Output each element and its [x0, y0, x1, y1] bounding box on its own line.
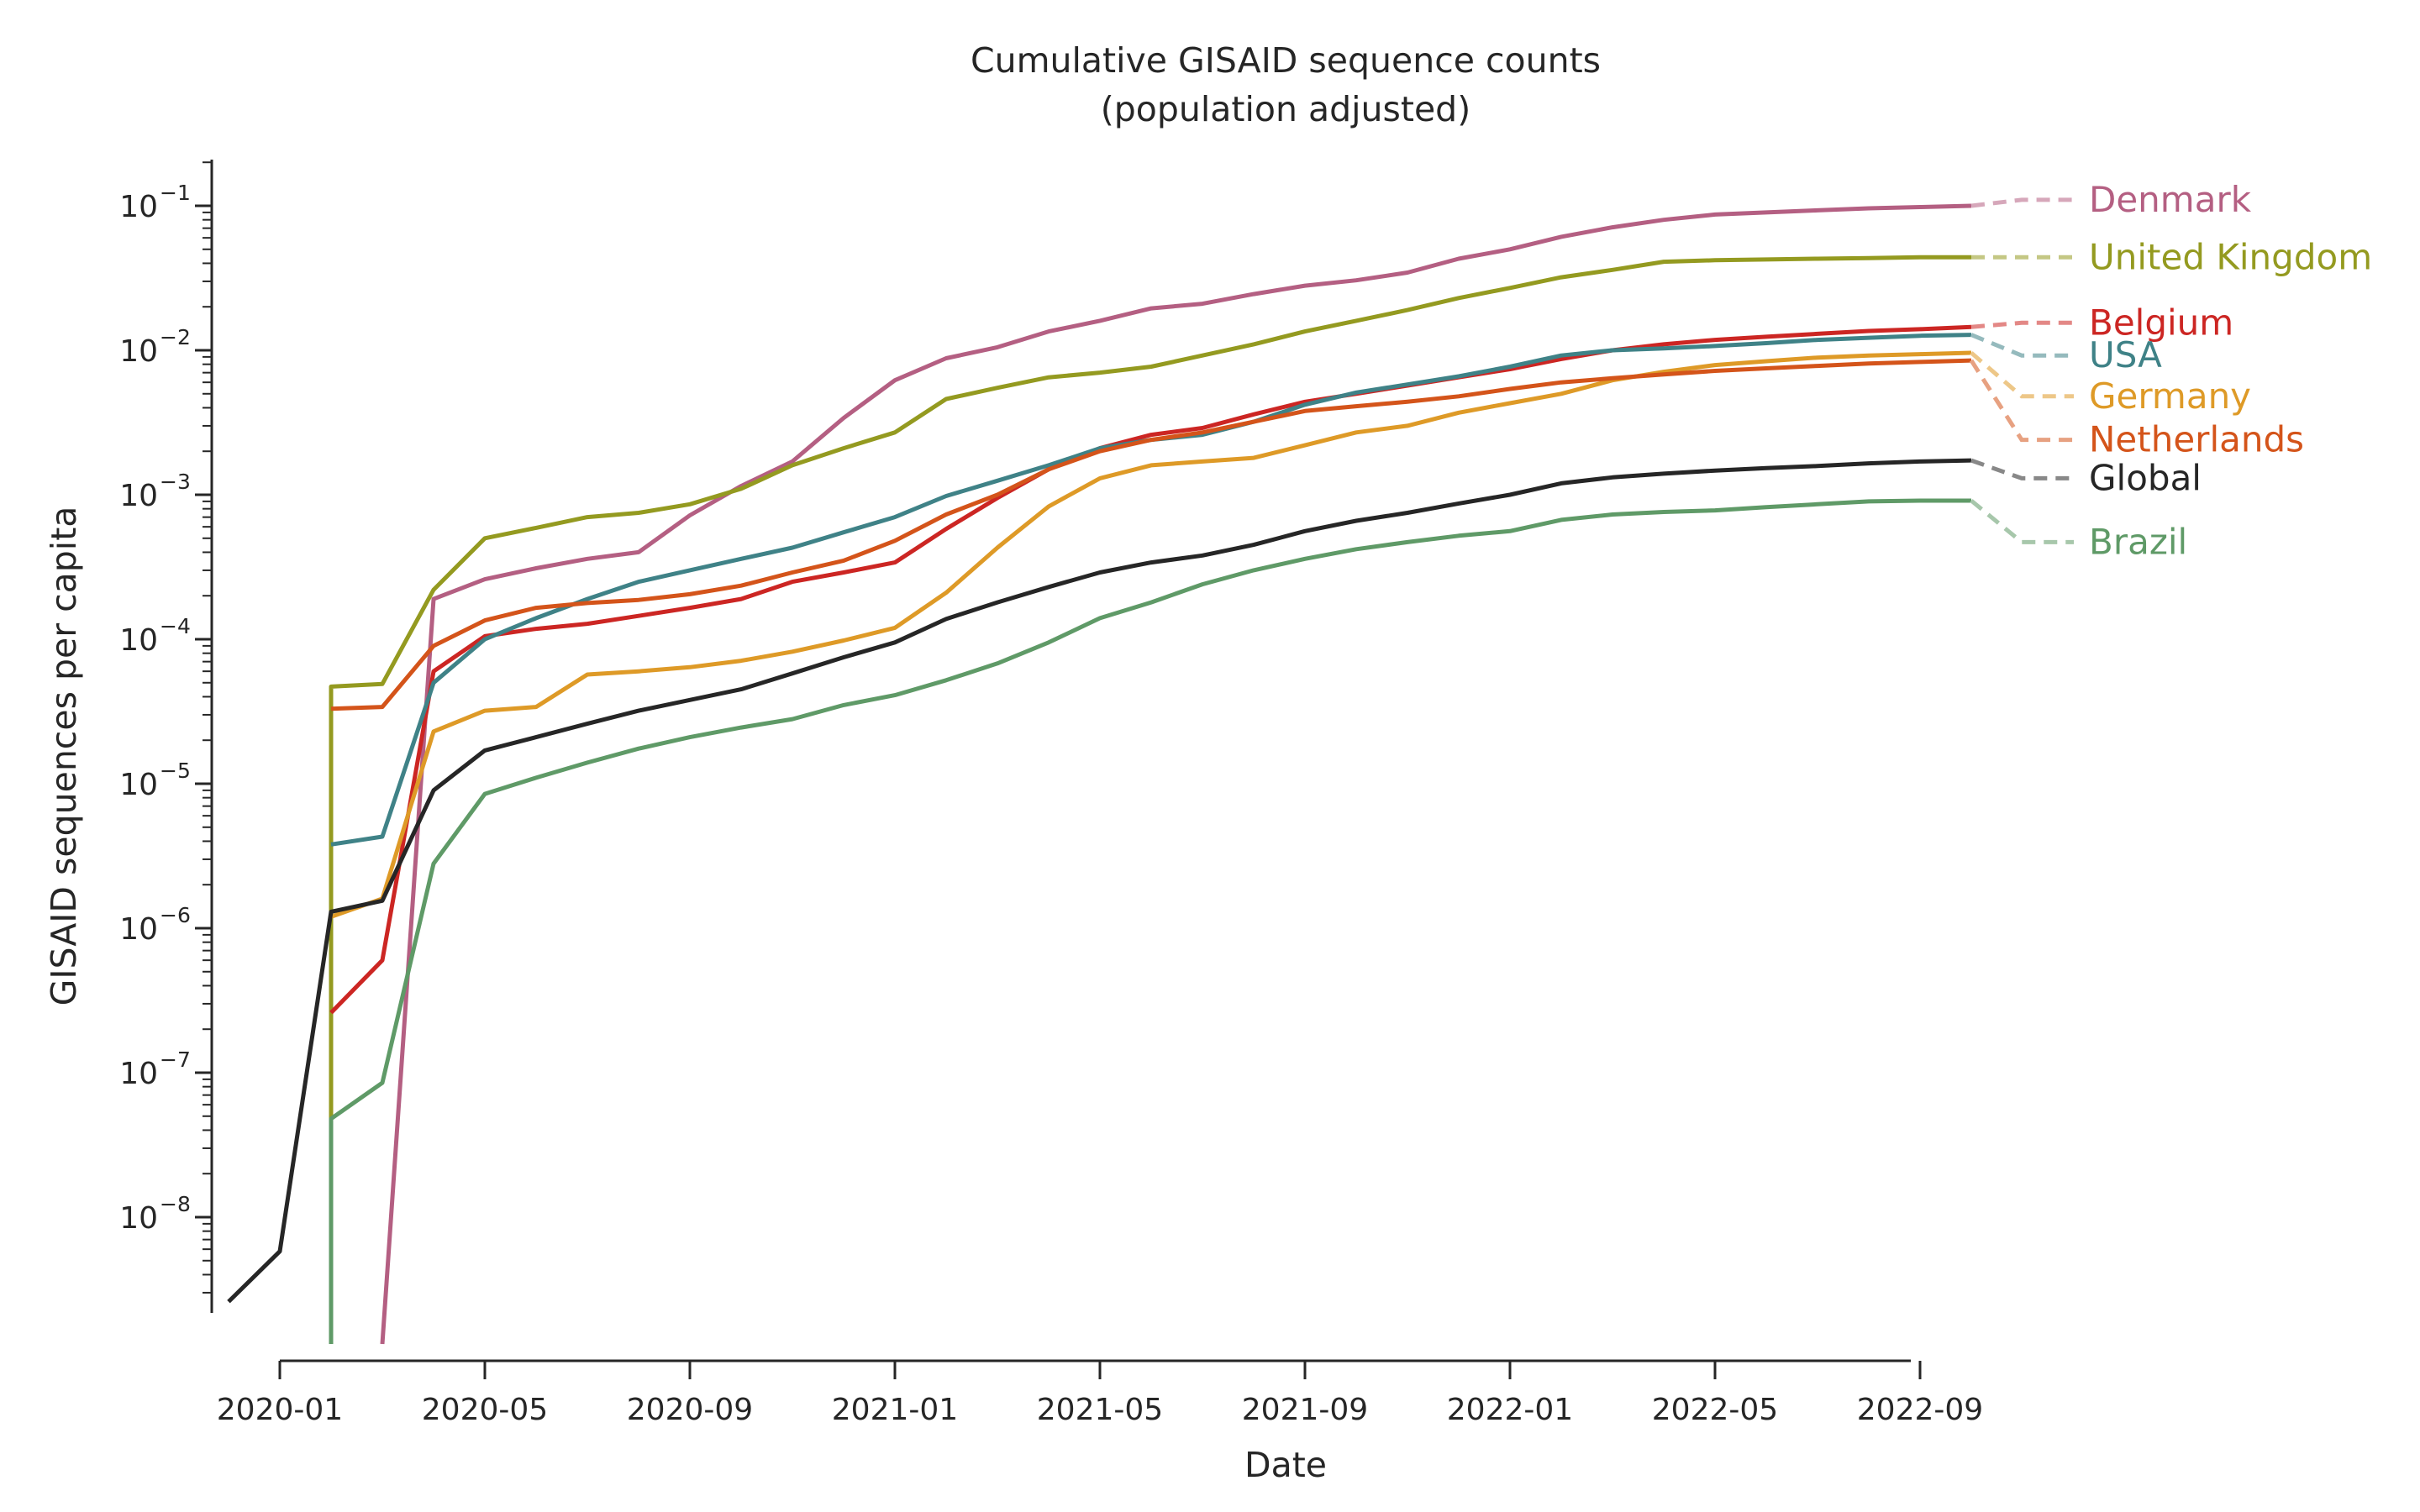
series-line: [329, 324, 1972, 1015]
series-label: USA: [2089, 334, 2162, 375]
series-label: Brazil: [2089, 521, 2187, 562]
y-tick-exponent: −3: [160, 470, 191, 494]
series-connector: [1969, 359, 2074, 443]
series-connector: [1970, 320, 2074, 329]
series-line: [329, 255, 1971, 1344]
y-tick-exponent: −5: [160, 759, 191, 783]
chart-title: Cumulative GISAID sequence counts: [971, 40, 1601, 81]
series-line: [380, 203, 1972, 1345]
series-connector: [1970, 499, 2074, 544]
x-tick-label: 2020-01: [217, 1393, 343, 1427]
y-axis-label: GISAID sequences per capita: [44, 507, 84, 1006]
x-tick-label: 2022-09: [1857, 1393, 1983, 1427]
y-tick-label: 10: [119, 768, 158, 802]
x-tick-label: 2022-01: [1447, 1393, 1573, 1427]
series-connector: [1970, 333, 2074, 358]
series-line: [330, 350, 1972, 919]
y-tick-label: 10: [119, 1201, 158, 1236]
x-tick-label: 2022-05: [1652, 1393, 1778, 1427]
y-tick-label: 10: [119, 1057, 158, 1091]
x-tick-label: 2020-05: [422, 1393, 548, 1427]
chart-subtitle: (population adjusted): [1101, 89, 1470, 129]
series-line: [329, 498, 1971, 1344]
series-label: Belgium: [2089, 302, 2233, 343]
y-tick-exponent: −1: [160, 181, 191, 205]
series-line: [330, 333, 1972, 847]
x-tick-label: 2021-05: [1037, 1393, 1163, 1427]
y-tick-exponent: −2: [160, 325, 191, 349]
y-tick-label: 10: [119, 190, 158, 224]
series-label: United Kingdom: [2089, 236, 2372, 277]
y-tick-exponent: −8: [160, 1192, 191, 1216]
y-axis-ticks: 10−810−710−610−510−410−310−210−1: [119, 161, 212, 1294]
x-axis-ticks: 2020-01 2020-05 2020-09 2021-01 2021-05 2021-…: [217, 1361, 1983, 1427]
x-tick-label: 2021-01: [832, 1393, 958, 1427]
x-axis-label: Date: [1244, 1445, 1327, 1485]
series-connector: [1970, 351, 2074, 399]
x-tick-label: 2020-09: [627, 1393, 753, 1427]
series-label: Denmark: [2089, 179, 2252, 220]
x-tick-label: 2021-09: [1242, 1393, 1368, 1427]
y-tick-exponent: −7: [160, 1047, 191, 1072]
series-connector: [1970, 458, 2074, 480]
series-label: Germany: [2089, 375, 2251, 417]
y-tick-exponent: −6: [160, 903, 191, 927]
series-line: [330, 358, 1972, 711]
y-tick-exponent: −4: [160, 614, 191, 638]
y-tick-label: 10: [119, 334, 158, 369]
series-end-labels: Denmark United Kingdom BelgiumUSAGermanyNe…: [1969, 179, 2372, 562]
series-connector: [1970, 197, 2074, 208]
series-label: Global: [2089, 457, 2202, 498]
y-tick-label: 10: [119, 912, 158, 947]
y-tick-label: 10: [119, 479, 158, 513]
series-lines: [227, 203, 1972, 1345]
series-label: Netherlands: [2089, 419, 2304, 460]
y-tick-label: 10: [119, 623, 158, 658]
series-line: [227, 458, 1972, 1304]
